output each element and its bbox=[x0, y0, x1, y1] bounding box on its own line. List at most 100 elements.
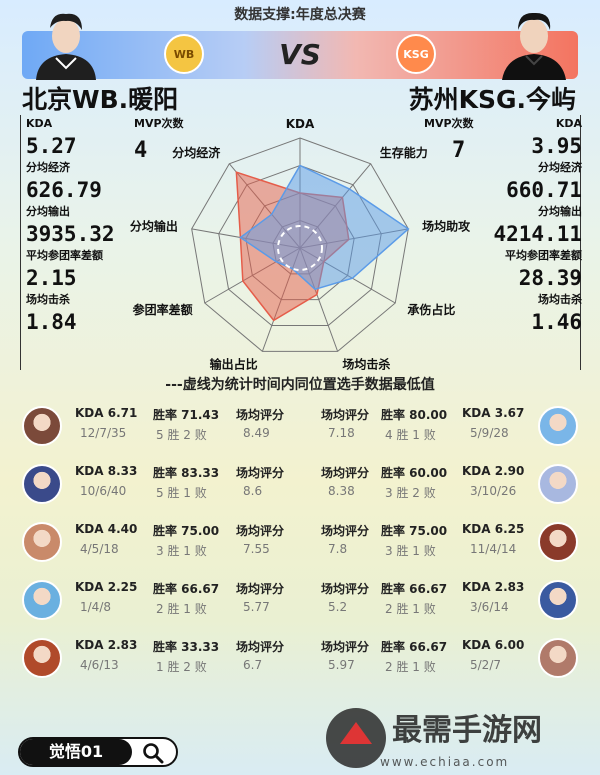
matchup-r-kda: KDA 3.67 bbox=[462, 406, 525, 420]
matchup-l-score-label: 场均评分 bbox=[236, 640, 285, 654]
matchup-l-record: 2 胜 1 败 bbox=[156, 602, 207, 616]
matchup-r-score: 5.2 bbox=[328, 600, 348, 614]
matchup-r-record: 4 胜 1 败 bbox=[385, 428, 436, 442]
right-mvp-label: MVP次数 bbox=[424, 117, 474, 130]
matchup-l-score: 8.6 bbox=[243, 484, 263, 498]
matchup-r-win: 胜率 80.00 bbox=[381, 408, 448, 422]
stat-value: 4214.11 bbox=[493, 222, 582, 246]
stat-value: 28.39 bbox=[518, 266, 582, 290]
matchup-l-kda-detail: 1/4/8 bbox=[80, 600, 111, 614]
matchup-r-score-label: 场均评分 bbox=[321, 582, 370, 596]
stat-label: KDA bbox=[26, 117, 53, 130]
left-hero-avatar bbox=[22, 580, 62, 620]
matchup-r-kda-detail: 3/6/14 bbox=[470, 600, 509, 614]
matchup-l-record: 5 胜 2 败 bbox=[156, 428, 207, 442]
right-hero-avatar bbox=[538, 522, 578, 562]
matchup-r-kda-detail: 3/10/26 bbox=[470, 484, 517, 498]
matchup-l-score-label: 场均评分 bbox=[236, 582, 285, 596]
matchup-r-score-label: 场均评分 bbox=[321, 524, 370, 538]
matchup-l-score-label: 场均评分 bbox=[236, 524, 285, 538]
stat-value: 3935.32 bbox=[26, 222, 115, 246]
matchup-r-win: 胜率 66.67 bbox=[381, 640, 448, 654]
matchup-l-score: 7.55 bbox=[243, 542, 270, 556]
stat-value: 1.46 bbox=[531, 310, 582, 334]
right-hero-avatar bbox=[538, 638, 578, 678]
matchup-r-kda: KDA 6.00 bbox=[462, 638, 525, 652]
matchup-l-score-label: 场均评分 bbox=[236, 466, 285, 480]
stat-label: 场均击杀 bbox=[538, 293, 582, 306]
stat-label: 平均参团率差额 bbox=[26, 249, 103, 262]
right-team-name: 苏州KSG.今屿 bbox=[408, 85, 576, 114]
radar-axis-label: 场均击杀 bbox=[342, 357, 390, 370]
matchup-r-score: 8.38 bbox=[328, 484, 355, 498]
matchup-l-score: 8.49 bbox=[243, 426, 270, 440]
matchup-row: KDA 4.40 胜率 75.00 场均评分 场均评分 胜率 75.00 KDA 6.25… bbox=[0, 516, 600, 568]
matchup-r-score-label: 场均评分 bbox=[321, 466, 370, 480]
matchup-r-score: 5.97 bbox=[328, 658, 355, 672]
left-team-logo: WB bbox=[164, 34, 204, 74]
matchup-r-score: 7.18 bbox=[328, 426, 355, 440]
matchup-r-kda-detail: 11/4/14 bbox=[470, 542, 517, 556]
left-stats: KDA 5.27 分均经济 626.79 分均输出 3935.32 平均参团率差… bbox=[26, 115, 138, 335]
radar-axis-label: 输出占比 bbox=[210, 357, 258, 370]
matchup-r-kda-detail: 5/2/7 bbox=[470, 658, 501, 672]
stat-value: 3.95 bbox=[531, 134, 582, 158]
matchup-r-win: 胜率 60.00 bbox=[381, 466, 448, 480]
radar-axis-label: 分均输出 bbox=[130, 218, 178, 233]
stat-label: 平均参团率差额 bbox=[505, 249, 582, 262]
matchup-r-win: 胜率 75.00 bbox=[381, 524, 448, 538]
matchup-r-kda: KDA 2.83 bbox=[462, 580, 525, 594]
matchup-r-kda: KDA 2.90 bbox=[462, 464, 525, 478]
right-hero-avatar bbox=[538, 406, 578, 446]
matchup-l-record: 5 胜 1 败 bbox=[156, 486, 207, 500]
stat-label: KDA bbox=[555, 117, 582, 130]
matchup-l-kda: KDA 6.71 bbox=[75, 406, 138, 420]
left-hero-avatar bbox=[22, 464, 62, 504]
search-icon[interactable] bbox=[142, 742, 164, 764]
matchup-l-kda-detail: 10/6/40 bbox=[80, 484, 127, 498]
matchup-l-win: 胜率 33.33 bbox=[153, 640, 220, 654]
stat-label: 分均经济 bbox=[538, 161, 582, 174]
matchup-l-score-label: 场均评分 bbox=[236, 408, 285, 422]
matchup-r-record: 3 胜 1 败 bbox=[385, 544, 436, 558]
left-mvp-label: MVP次数 bbox=[134, 117, 184, 130]
watermark-title: 最需手游网 bbox=[392, 713, 542, 748]
site-watermark: 最需手游网 www.echiaa.com bbox=[326, 708, 542, 769]
stat-value: 2.15 bbox=[26, 266, 77, 290]
matchup-r-record: 2 胜 1 败 bbox=[385, 660, 436, 674]
matchup-l-score: 5.77 bbox=[243, 600, 270, 614]
left-divider-line bbox=[20, 115, 21, 370]
left-hero-avatar bbox=[22, 522, 62, 562]
chart-note: ---虚线为统计时间内同位置选手数据最低值 bbox=[165, 377, 435, 393]
left-hero-avatar bbox=[22, 638, 62, 678]
radar-axis-label: 生存能力 bbox=[380, 145, 428, 160]
vs-label: VS bbox=[279, 38, 321, 71]
radar-min-ring bbox=[277, 225, 323, 271]
right-hero-avatar bbox=[538, 464, 578, 504]
stat-value: 626.79 bbox=[26, 178, 102, 202]
matchup-l-score: 6.7 bbox=[243, 658, 263, 672]
stat-value: 5.27 bbox=[26, 134, 77, 158]
matchup-r-kda-detail: 5/9/28 bbox=[470, 426, 509, 440]
matchup-r-score: 7.8 bbox=[328, 542, 348, 556]
matchup-r-win: 胜率 66.67 bbox=[381, 582, 448, 596]
matchup-r-record: 3 胜 2 败 bbox=[385, 486, 436, 500]
matchup-l-record: 3 胜 1 败 bbox=[156, 544, 207, 558]
matchup-l-win: 胜率 75.00 bbox=[153, 524, 220, 538]
search-bar[interactable]: 觉悟01 bbox=[18, 737, 178, 767]
stat-label: 分均经济 bbox=[26, 161, 70, 174]
right-divider-line bbox=[580, 115, 581, 370]
matchup-r-score-label: 场均评分 bbox=[321, 408, 370, 422]
right-hero-avatar bbox=[538, 580, 578, 620]
page-title: 数据支撑:年度总决赛 bbox=[234, 7, 366, 23]
radar-axis-label: 承伤占比 bbox=[407, 302, 455, 317]
radar-axis-label: KDA bbox=[286, 117, 315, 131]
matchup-l-win: 胜率 66.67 bbox=[153, 582, 220, 596]
matchup-l-win: 胜率 71.43 bbox=[153, 408, 220, 422]
matchup-l-kda: KDA 2.83 bbox=[75, 638, 138, 652]
versus-banner bbox=[22, 31, 578, 79]
matchup-l-kda: KDA 2.25 bbox=[75, 580, 138, 594]
matchup-r-kda: KDA 6.25 bbox=[462, 522, 525, 536]
